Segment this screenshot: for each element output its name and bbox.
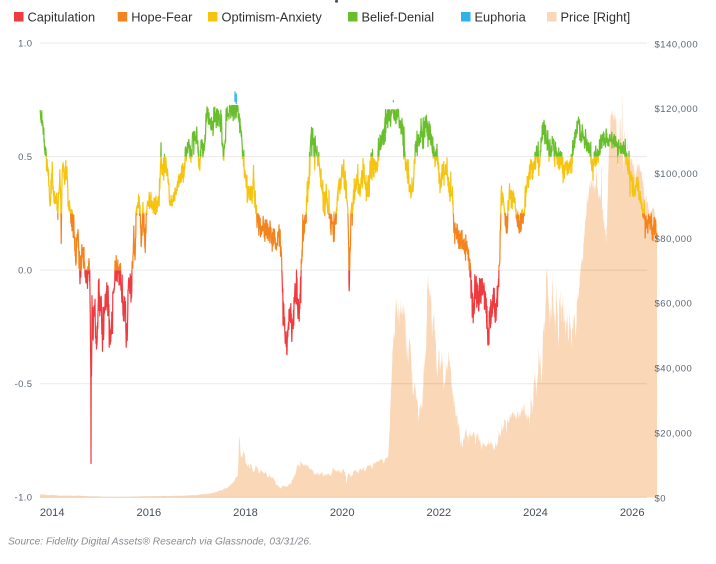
- svg-text:-0.5: -0.5: [15, 379, 33, 390]
- svg-text:2016: 2016: [137, 507, 162, 519]
- svg-text:$120,000: $120,000: [655, 104, 699, 115]
- svg-text:$20,000: $20,000: [655, 428, 693, 439]
- svg-text:0.0: 0.0: [18, 265, 32, 276]
- svg-text:Price [Right]: Price [Right]: [561, 10, 631, 25]
- svg-text:0.5: 0.5: [18, 152, 32, 163]
- svg-text:$40,000: $40,000: [655, 364, 693, 375]
- svg-text:2018: 2018: [233, 507, 258, 519]
- svg-text:1.0: 1.0: [18, 38, 32, 49]
- svg-text:Source: Fidelity Digital Asset: Source: Fidelity Digital Assets® Researc…: [8, 537, 312, 548]
- svg-text:$100,000: $100,000: [655, 169, 699, 180]
- svg-text:Euphoria: Euphoria: [475, 10, 527, 25]
- svg-text:$140,000: $140,000: [655, 39, 699, 50]
- svg-text:Optimism-Anxiety: Optimism-Anxiety: [222, 10, 323, 25]
- svg-text:2020: 2020: [330, 507, 355, 519]
- svg-text:Belief-Denial: Belief-Denial: [362, 10, 435, 25]
- svg-text:2024: 2024: [523, 507, 548, 519]
- svg-text:$0: $0: [655, 493, 667, 504]
- svg-text:2022: 2022: [427, 507, 452, 519]
- svg-text:2014: 2014: [40, 507, 65, 519]
- svg-text:Hope-Fear: Hope-Fear: [131, 10, 193, 25]
- svg-text:2026: 2026: [620, 507, 645, 519]
- svg-text:Capitulation: Capitulation: [28, 10, 96, 25]
- svg-text:$60,000: $60,000: [655, 299, 693, 310]
- svg-text:$80,000: $80,000: [655, 234, 693, 245]
- svg-text:-1.0: -1.0: [15, 493, 33, 504]
